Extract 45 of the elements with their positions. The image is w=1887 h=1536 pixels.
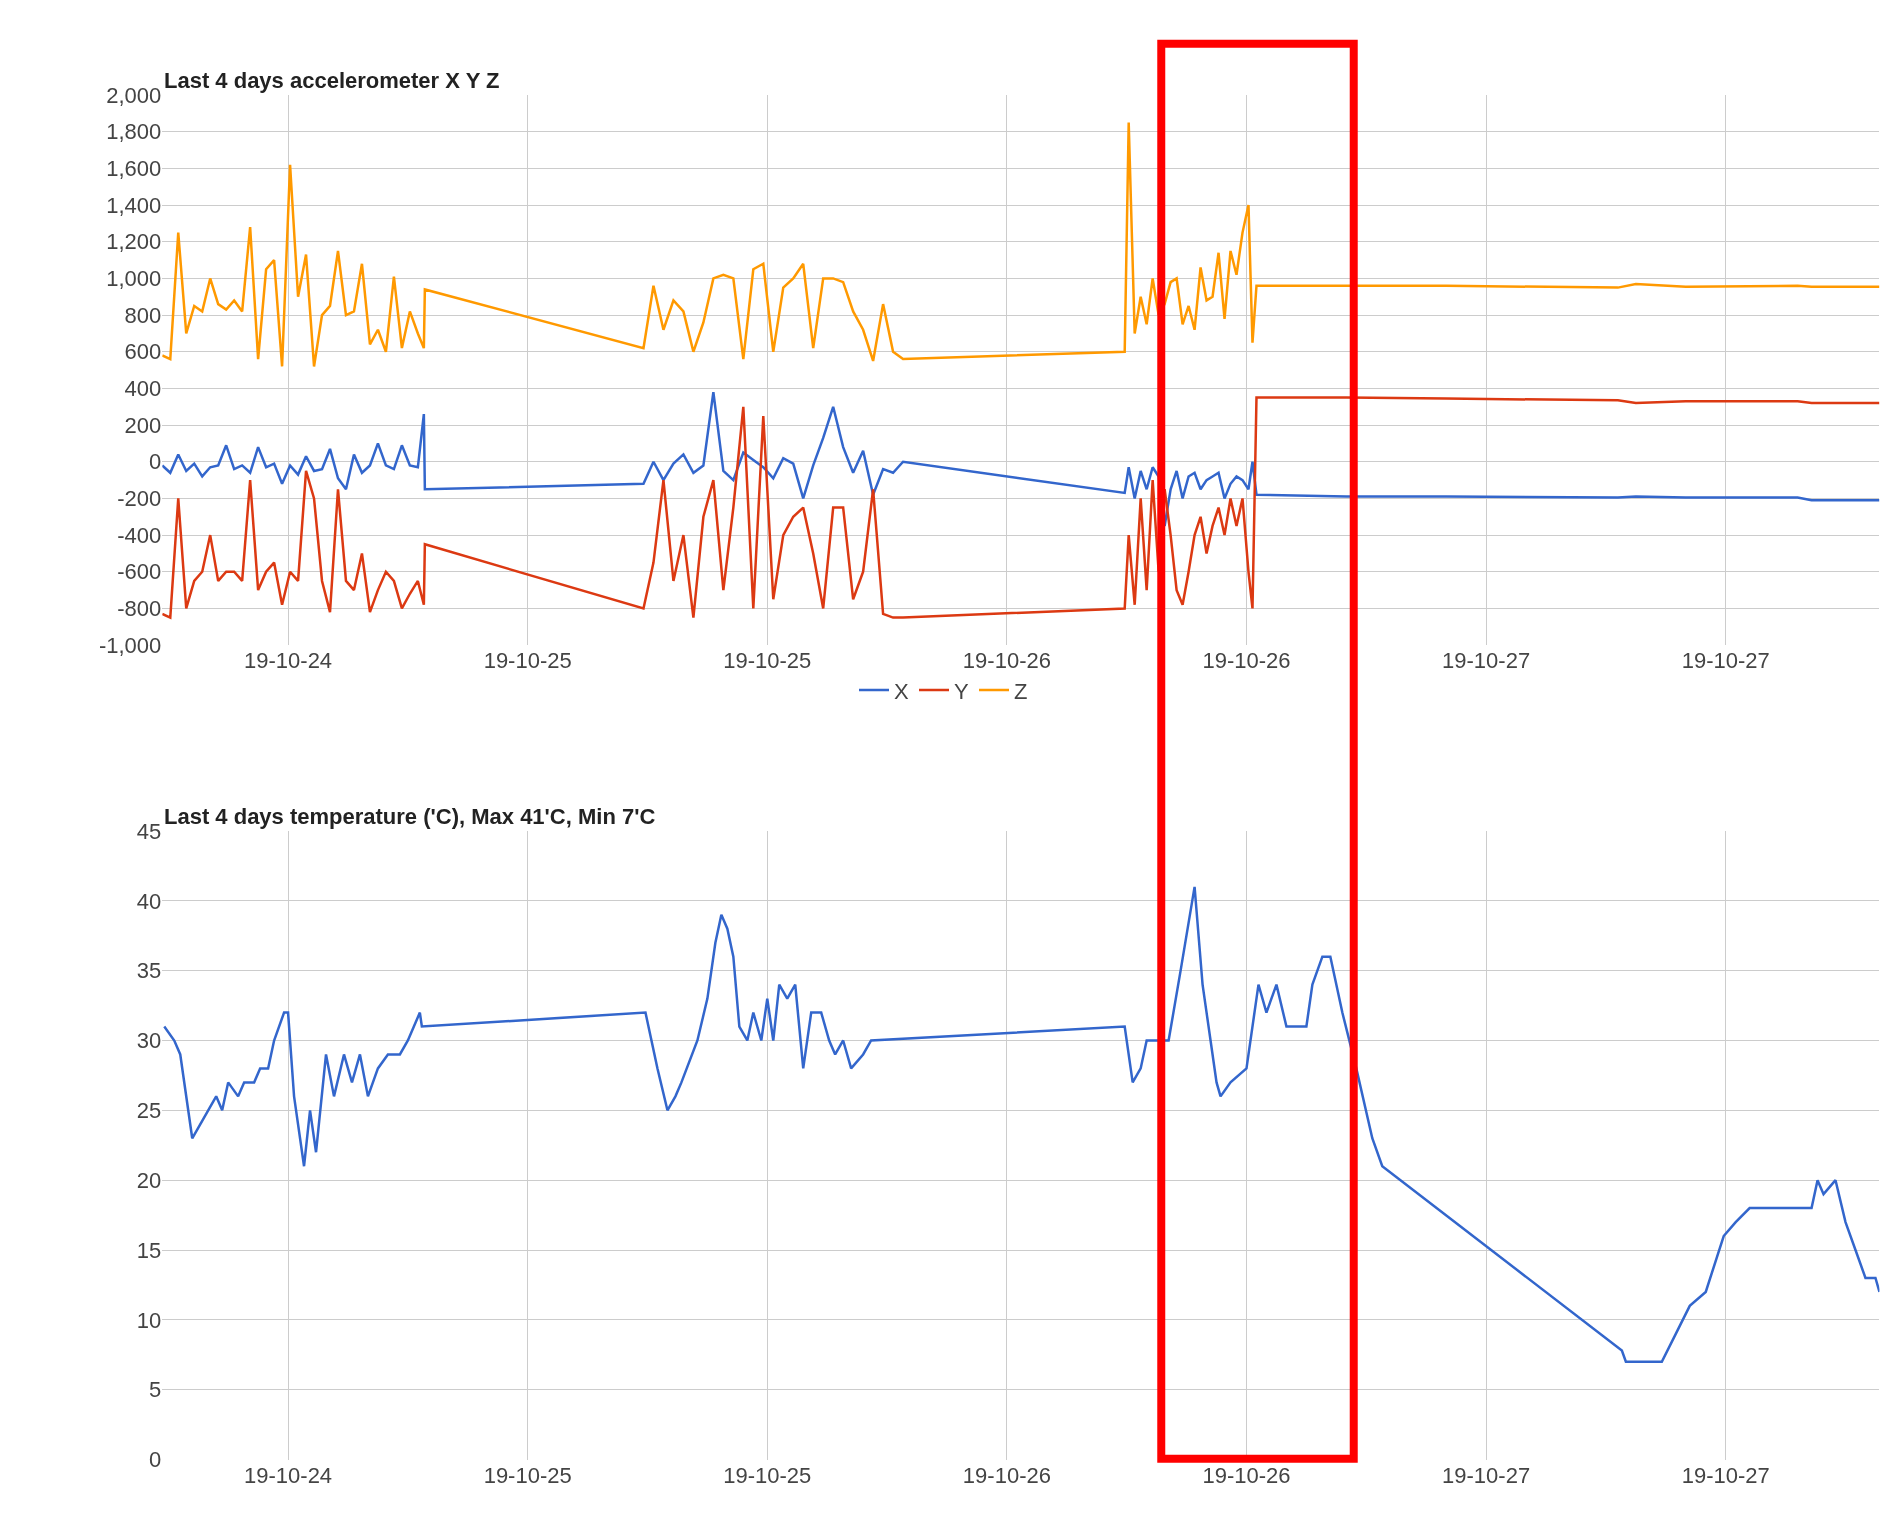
x-tick-label: 19-10-27 — [1442, 648, 1531, 674]
x-tick-label: 19-10-24 — [244, 1462, 333, 1488]
y-tick-label: 400 — [124, 376, 162, 402]
y-tick-label: 30 — [136, 1028, 162, 1054]
legend-label: X — [894, 678, 909, 704]
x-tick-label: 19-10-25 — [723, 648, 812, 674]
y-tick-label: 1,600 — [106, 156, 162, 182]
y-tick-label: -400 — [117, 522, 162, 548]
chart-title: Last 4 days temperature ('C), Max 41'C, Min 7'C — [164, 804, 656, 829]
y-tick-label: 40 — [136, 888, 162, 914]
y-tick-label: -200 — [117, 486, 162, 512]
x-tick-label: 19-10-26 — [1202, 648, 1291, 674]
y-tick-label: -800 — [117, 596, 162, 622]
y-tick-label: 2,000 — [106, 82, 162, 108]
y-tick-label: 800 — [124, 302, 162, 328]
y-tick-label: 25 — [136, 1098, 162, 1124]
x-tick-label: 19-10-24 — [244, 648, 333, 674]
y-tick-label: 5 — [149, 1377, 162, 1403]
y-tick-label: 1,200 — [106, 229, 162, 255]
y-tick-label: 600 — [124, 339, 162, 365]
y-tick-label: 0 — [149, 449, 162, 475]
y-tick-label: 200 — [124, 412, 162, 438]
y-tick-label: -1,000 — [98, 632, 162, 658]
y-tick-label: 45 — [136, 818, 162, 844]
chart-title: Last 4 days accelerometer X Y Z — [164, 68, 500, 93]
x-tick-label: 19-10-27 — [1681, 648, 1770, 674]
legend-label: Z — [1014, 678, 1028, 704]
x-tick-label: 19-10-25 — [483, 648, 572, 674]
x-tick-label: 19-10-27 — [1681, 1462, 1770, 1488]
y-tick-label: 15 — [136, 1237, 162, 1263]
legend-label: Y — [954, 678, 969, 704]
y-tick-label: 1,000 — [106, 266, 162, 292]
x-tick-label: 19-10-25 — [483, 1462, 572, 1488]
x-tick-label: 19-10-27 — [1442, 1462, 1531, 1488]
y-tick-label: 1,800 — [106, 119, 162, 145]
y-tick-label: 20 — [136, 1167, 162, 1193]
x-tick-label: 19-10-26 — [1202, 1462, 1291, 1488]
y-tick-label: -600 — [117, 559, 162, 585]
y-tick-label: 0 — [149, 1447, 162, 1473]
y-tick-label: 1,400 — [106, 192, 162, 218]
y-tick-label: 10 — [136, 1307, 162, 1333]
x-tick-label: 19-10-26 — [962, 1462, 1051, 1488]
x-tick-label: 19-10-26 — [962, 648, 1051, 674]
x-tick-label: 19-10-25 — [723, 1462, 812, 1488]
y-tick-label: 35 — [136, 958, 162, 984]
